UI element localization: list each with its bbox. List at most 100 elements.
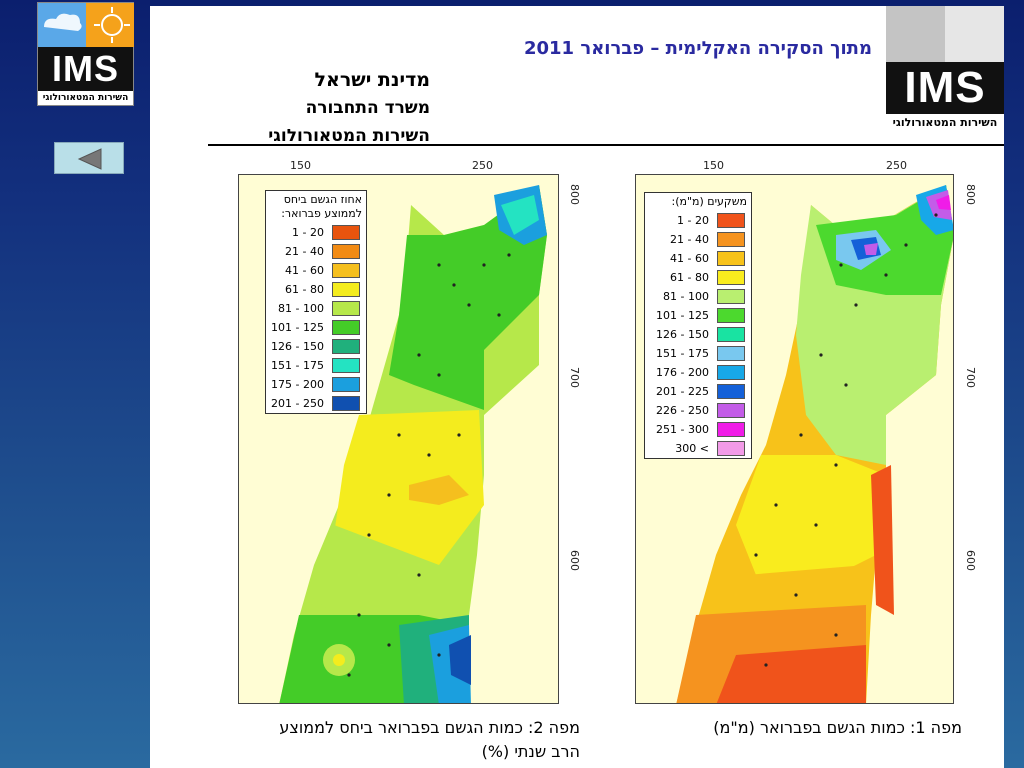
map2-legend-swatch	[332, 244, 360, 259]
map2-legend-swatch	[332, 320, 360, 335]
org-country: מדינת ישראל	[314, 69, 430, 91]
map1-legend-item: 41 - 60	[645, 249, 751, 268]
map2-legend-item: 151 - 175	[266, 356, 366, 375]
map1-legend-label: 151 - 175	[656, 347, 709, 360]
map2-legend-swatch	[332, 377, 360, 392]
map2-legend-item: 81 - 100	[266, 299, 366, 318]
map1-legend-item: 81 - 100	[645, 287, 751, 306]
map1-ytick-600: 600	[964, 550, 977, 571]
map1-ytick-700: 700	[964, 367, 977, 388]
header-rule	[208, 144, 1004, 146]
map2-percent-of-average: אחוז הגשם ביחס לממוצע פברואר: 1 - 20 21 -…	[238, 174, 559, 704]
org-ministry: משרד התחבורה	[305, 98, 430, 118]
map2-ytick-800: 800	[568, 184, 581, 205]
map2-legend-item: 61 - 80	[266, 280, 366, 299]
map1-legend-item: 101 - 125	[645, 306, 751, 325]
map2-xtick-150: 150	[290, 159, 311, 172]
map2-legend-label: 101 - 125	[271, 321, 324, 334]
map1-legend-label: 176 - 200	[656, 366, 709, 379]
sun-icon	[945, 6, 1004, 62]
ims-subtitle-left: השירות המטאורולוגי	[38, 91, 133, 105]
map1-caption: מפה 1: כמות הגשם בפברואר (מ"מ)	[713, 718, 962, 737]
map1-legend-item: 300 <	[645, 439, 751, 458]
map2-legend-label: 126 - 150	[271, 340, 324, 353]
map2-legend-item: 201 - 250	[266, 394, 366, 413]
map2-legend-rows: 1 - 20 21 - 40 41 - 60 61 - 80 81 - 100 101 -…	[266, 223, 366, 413]
map2-legend-item: 41 - 60	[266, 261, 366, 280]
map1-legend-label: 41 - 60	[670, 252, 709, 265]
org-service: השירות המטאורולוגי	[268, 126, 430, 146]
map2-caption-line1: מפה 2: כמות הגשם בפברואר ביחס לממוצע	[279, 718, 580, 737]
map1-legend-swatch	[717, 270, 745, 285]
map1-legend-title: משקעים (מ"מ):	[671, 195, 747, 208]
map1-legend-swatch	[717, 308, 745, 323]
map2-caption-line2: הרב שנתי (%)	[481, 742, 580, 761]
map2-caption: מפה 2: כמות הגשם בפברואר ביחס לממוצע הרב…	[210, 716, 580, 764]
back-button[interactable]	[54, 142, 124, 174]
map2-legend-swatch	[332, 263, 360, 278]
map1-legend-item: 251 - 300	[645, 420, 751, 439]
map1-legend-label: 101 - 125	[656, 309, 709, 322]
map2-legend-item: 101 - 125	[266, 318, 366, 337]
map2-legend-label: 151 - 175	[271, 359, 324, 372]
map1-legend-item: 21 - 40	[645, 230, 751, 249]
map1-legend-swatch	[717, 441, 745, 456]
map1-legend-item: 126 - 150	[645, 325, 751, 344]
map1-legend-swatch	[717, 251, 745, 266]
map2-legend-item: 1 - 20	[266, 223, 366, 242]
map2-legend-label: 61 - 80	[285, 283, 324, 296]
map2-legend-swatch	[332, 358, 360, 373]
map1-ytick-800: 800	[964, 184, 977, 205]
map1-legend-swatch	[717, 422, 745, 437]
ims-subtitle-right: השירות המטאורולוגי	[886, 114, 1004, 132]
ims-abbr-left: IMS	[38, 47, 133, 91]
map2-legend: אחוז הגשם ביחס לממוצע פברואר: 1 - 20 21 -…	[265, 190, 367, 414]
map2-legend-label: 201 - 250	[271, 397, 324, 410]
map2-legend-swatch	[332, 396, 360, 411]
map1-legend-item: 61 - 80	[645, 268, 751, 287]
map2-legend-label: 81 - 100	[278, 302, 324, 315]
map2-legend-item: 126 - 150	[266, 337, 366, 356]
map1-legend-swatch	[717, 403, 745, 418]
map1-legend-label: 21 - 40	[670, 233, 709, 246]
map2-ytick-600: 600	[568, 550, 581, 571]
map1-legend-label: 201 - 225	[656, 385, 709, 398]
map1-legend-swatch	[717, 213, 745, 228]
map2-legend-title: אחוז הגשם ביחס לממוצע פברואר:	[266, 191, 366, 223]
map2-legend-title-line2: לממוצע פברואר:	[281, 207, 362, 220]
map1-legend-label: 126 - 150	[656, 328, 709, 341]
map2-xtick-250: 250	[472, 159, 493, 172]
map2-legend-item: 175 - 200	[266, 375, 366, 394]
map2-legend-title-line1: אחוז הגשם ביחס	[283, 193, 362, 206]
map1-legend-label: 300 <	[675, 442, 709, 455]
map1-legend-label: 61 - 80	[670, 271, 709, 284]
excerpt-title: מתוך הסקירה האקלימית – פברואר 2011	[523, 38, 872, 59]
map2-legend-item: 21 - 40	[266, 242, 366, 261]
triangle-left-icon	[77, 148, 102, 170]
map2-legend-swatch	[332, 282, 360, 297]
map1-legend-label: 226 - 250	[656, 404, 709, 417]
map1-legend-swatch	[717, 289, 745, 304]
slide-page: מתוך הסקירה האקלימית – פברואר 2011 IMS ה…	[150, 6, 1004, 768]
map1-legend-rows: 1 - 20 21 - 40 41 - 60 61 - 80 81 - 100 101 -…	[645, 211, 751, 458]
cloud-rain-icon	[38, 3, 86, 47]
ims-abbr-right: IMS	[886, 62, 1004, 114]
map1-legend-item: 226 - 250	[645, 401, 751, 420]
map2-legend-label: 175 - 200	[271, 378, 324, 391]
map1-legend-item: 176 - 200	[645, 363, 751, 382]
map1-rainfall-mm: משקעים (מ"מ): 1 - 20 21 - 40 41 - 60 61 - 8…	[635, 174, 954, 704]
map2-legend-label: 41 - 60	[285, 264, 324, 277]
map1-legend-item: 201 - 225	[645, 382, 751, 401]
ims-logo-right: IMS השירות המטאורולוגי	[886, 6, 1004, 134]
map1-legend-swatch	[717, 232, 745, 247]
map1-legend-label: 81 - 100	[663, 290, 709, 303]
map2-legend-label: 21 - 40	[285, 245, 324, 258]
map1-legend-swatch	[717, 346, 745, 361]
map2-legend-label: 1 - 20	[292, 226, 324, 239]
map1-xtick-150: 150	[703, 159, 724, 172]
map1-legend-swatch	[717, 384, 745, 399]
map1-legend-swatch	[717, 365, 745, 380]
map1-legend-item: 1 - 20	[645, 211, 751, 230]
map1-legend-label: 251 - 300	[656, 423, 709, 436]
map1-legend-label: 1 - 20	[677, 214, 709, 227]
